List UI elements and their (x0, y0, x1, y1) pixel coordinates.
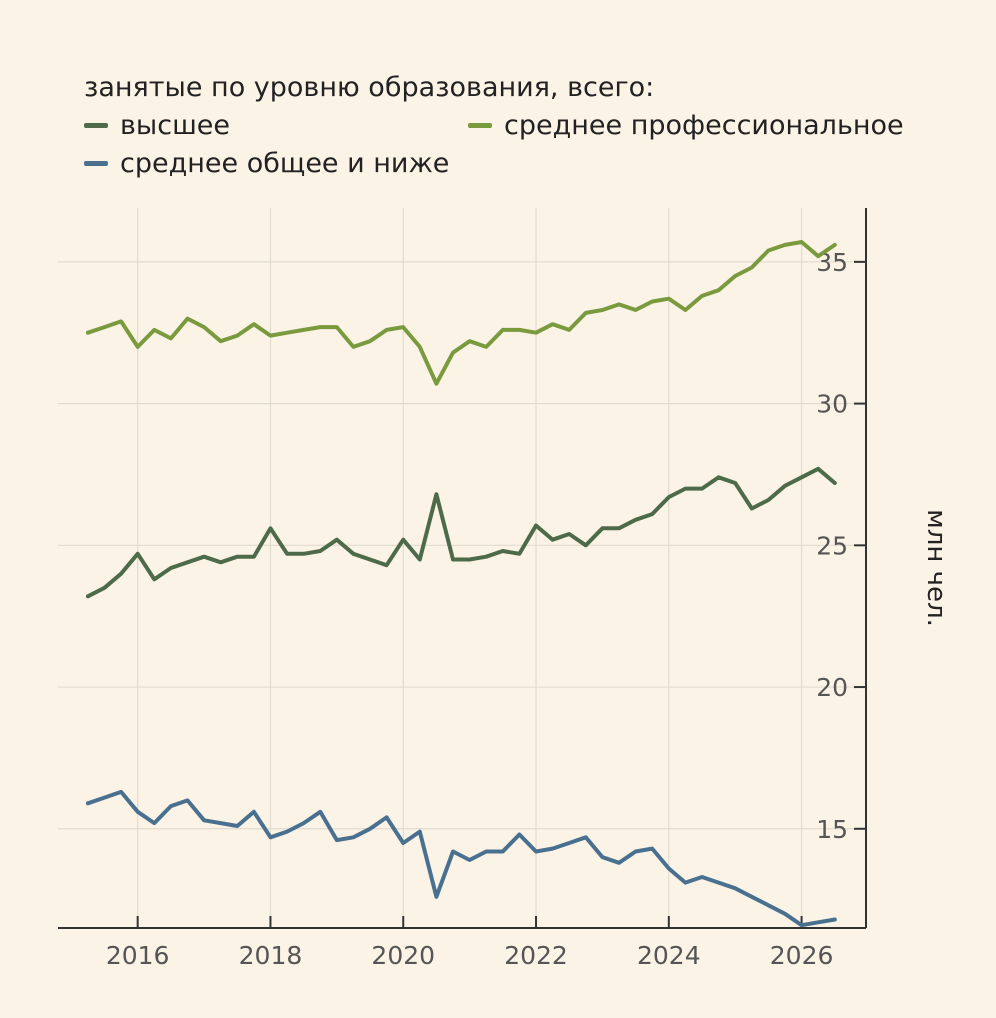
legend-label-vocational: среднее профессиональное (504, 110, 904, 141)
x-tick-label: 2026 (770, 941, 834, 970)
legend-label-higher: высшее (120, 110, 231, 141)
series-line-1 (85, 240, 837, 386)
x-tick-label: 2016 (106, 941, 170, 970)
legend-swatch-general (84, 161, 108, 166)
legend-item-vocational: среднее профессиональное (468, 110, 904, 141)
y-tick-label: 25 (816, 531, 848, 560)
y-tick-label: 15 (816, 815, 848, 844)
legend-title: занятые по уровню образования, всего: (84, 72, 655, 103)
legend-item-general: среднее общее и ниже (84, 148, 449, 179)
x-tick-label: 2022 (504, 941, 568, 970)
legend-swatch-vocational (468, 123, 492, 128)
x-tick-label: 2018 (239, 941, 303, 970)
y-tick-label: 20 (816, 673, 848, 702)
legend-item-higher: высшее (84, 110, 230, 141)
legend-swatch-higher (84, 123, 108, 128)
series-line-2 (85, 789, 837, 928)
x-tick-label: 2024 (637, 941, 701, 970)
legend-label-general: среднее общее и ниже (120, 148, 450, 179)
y-tick-label: 30 (816, 390, 848, 419)
y-axis-label: млн чел. (921, 509, 951, 627)
x-tick-label: 2020 (371, 941, 435, 970)
series-line-0 (85, 466, 837, 599)
